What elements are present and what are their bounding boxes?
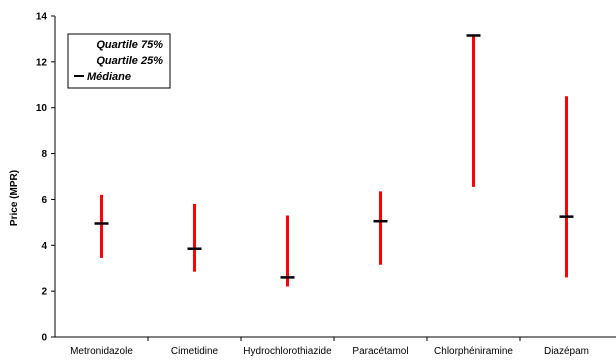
category-label: Hydrochlorothiazide — [243, 346, 332, 357]
legend-entry-q75: Quartile 75% — [96, 39, 163, 51]
median-markers — [94, 34, 574, 279]
y-ticks: 0 2 4 6 8 10 12 14 — [36, 12, 55, 344]
category-label: Paracétamol — [352, 346, 408, 357]
y-tick-label: 10 — [36, 103, 48, 114]
legend-entry-median: Médiane — [87, 71, 131, 83]
category-label: Chlorphéniramine — [434, 346, 513, 357]
y-tick-label: 14 — [36, 12, 48, 23]
x-ticks — [147, 337, 521, 341]
y-tick-label: 4 — [41, 241, 47, 252]
range-bars — [100, 35, 568, 287]
category-label: Diazépam — [544, 346, 589, 357]
legend-box — [67, 33, 171, 89]
y-tick-label: 12 — [36, 57, 48, 68]
y-tick-label: 0 — [41, 333, 47, 344]
y-tick-label: 2 — [41, 287, 47, 298]
category-label: Cimetidine — [171, 346, 219, 357]
legend: Quartile 75% Quartile 25% Médiane — [67, 33, 171, 89]
category-labels: Metronidazole Cimetidine Hydrochlorothiazi… — [70, 346, 589, 357]
category-label: Metronidazole — [70, 346, 133, 357]
y-tick-label: 6 — [41, 195, 47, 206]
y-axis-title: Price (MPR) — [9, 170, 20, 226]
y-tick-label: 8 — [41, 149, 47, 160]
legend-entry-q25: Quartile 25% — [96, 55, 163, 67]
